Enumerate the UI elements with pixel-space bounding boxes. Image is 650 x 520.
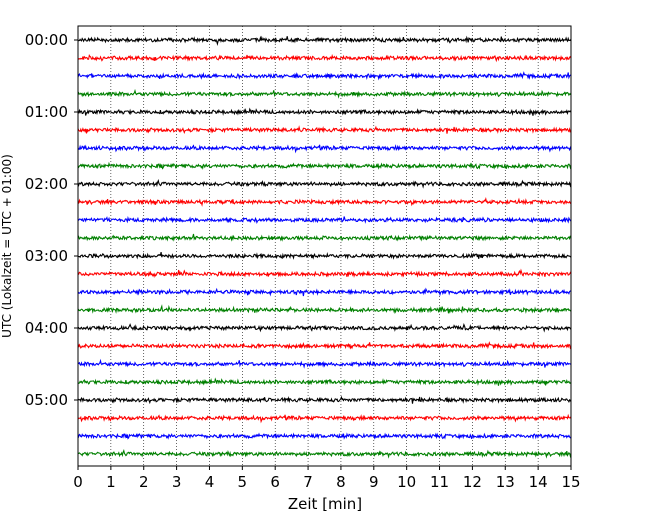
y-tick-label: 00:00: [25, 31, 68, 49]
trace-row: [77, 252, 572, 260]
x-tick-label: 4: [205, 473, 215, 491]
trace-row: [77, 71, 572, 81]
trace-row: [77, 88, 572, 99]
x-tick-label: 0: [73, 473, 83, 491]
trace-row: [77, 179, 572, 189]
y-tick-label: 05:00: [25, 391, 68, 409]
trace-row: [77, 358, 572, 369]
trace-row: [77, 341, 572, 350]
trace-row: [77, 53, 572, 63]
y-axis-label: UTC (Lokalzeit = UTC + 01:00): [0, 154, 14, 338]
x-tick-label: 10: [397, 473, 416, 491]
x-axis: 0 1 2 3 4 5 6 7 8 9 10 11 12 13 14 15: [73, 466, 581, 491]
x-tick-label: 11: [430, 473, 449, 491]
trace-row: [77, 197, 572, 207]
x-tick-label: 9: [369, 473, 379, 491]
y-tick-label: 02:00: [25, 175, 68, 193]
plot-frame: [77, 25, 572, 467]
trace-row: [77, 144, 572, 154]
y-tick-label: 01:00: [25, 103, 68, 121]
trace-row: [77, 161, 572, 170]
trace-row: [77, 413, 572, 424]
y-tick-label: 03:00: [25, 247, 68, 265]
y-tick-label: 04:00: [25, 319, 68, 337]
trace-row: [77, 107, 572, 116]
x-tick-label: 6: [270, 473, 280, 491]
x-tick-label: 14: [529, 473, 548, 491]
trace-row: [77, 35, 572, 47]
trace-row: [77, 322, 572, 333]
x-axis-label: Zeit [min]: [288, 495, 362, 513]
trace-row: [77, 287, 572, 297]
x-tick-label: 15: [561, 473, 580, 491]
x-tick-label: 13: [496, 473, 515, 491]
trace-group: [77, 35, 572, 459]
x-tick-label: 8: [336, 473, 346, 491]
trace-row: [77, 304, 572, 315]
y-axis: 00:00 01:00 02:00 03:00 04:00 05:00: [25, 31, 78, 409]
x-tick-label: 1: [106, 473, 116, 491]
x-tick-label: 7: [303, 473, 313, 491]
trace-row: [77, 268, 572, 278]
trace-row: [77, 233, 572, 242]
trace-row: [77, 125, 572, 135]
x-tick-label: 3: [172, 473, 182, 491]
x-tick-label: 2: [139, 473, 149, 491]
trace-row: [77, 215, 572, 225]
trace-row: [77, 377, 572, 386]
trace-row: [77, 432, 572, 440]
x-tick-label: 5: [238, 473, 248, 491]
trace-row: [77, 395, 572, 405]
trace-row: [77, 449, 572, 459]
vertical-grid: [110, 26, 539, 466]
x-tick-label: 12: [463, 473, 482, 491]
